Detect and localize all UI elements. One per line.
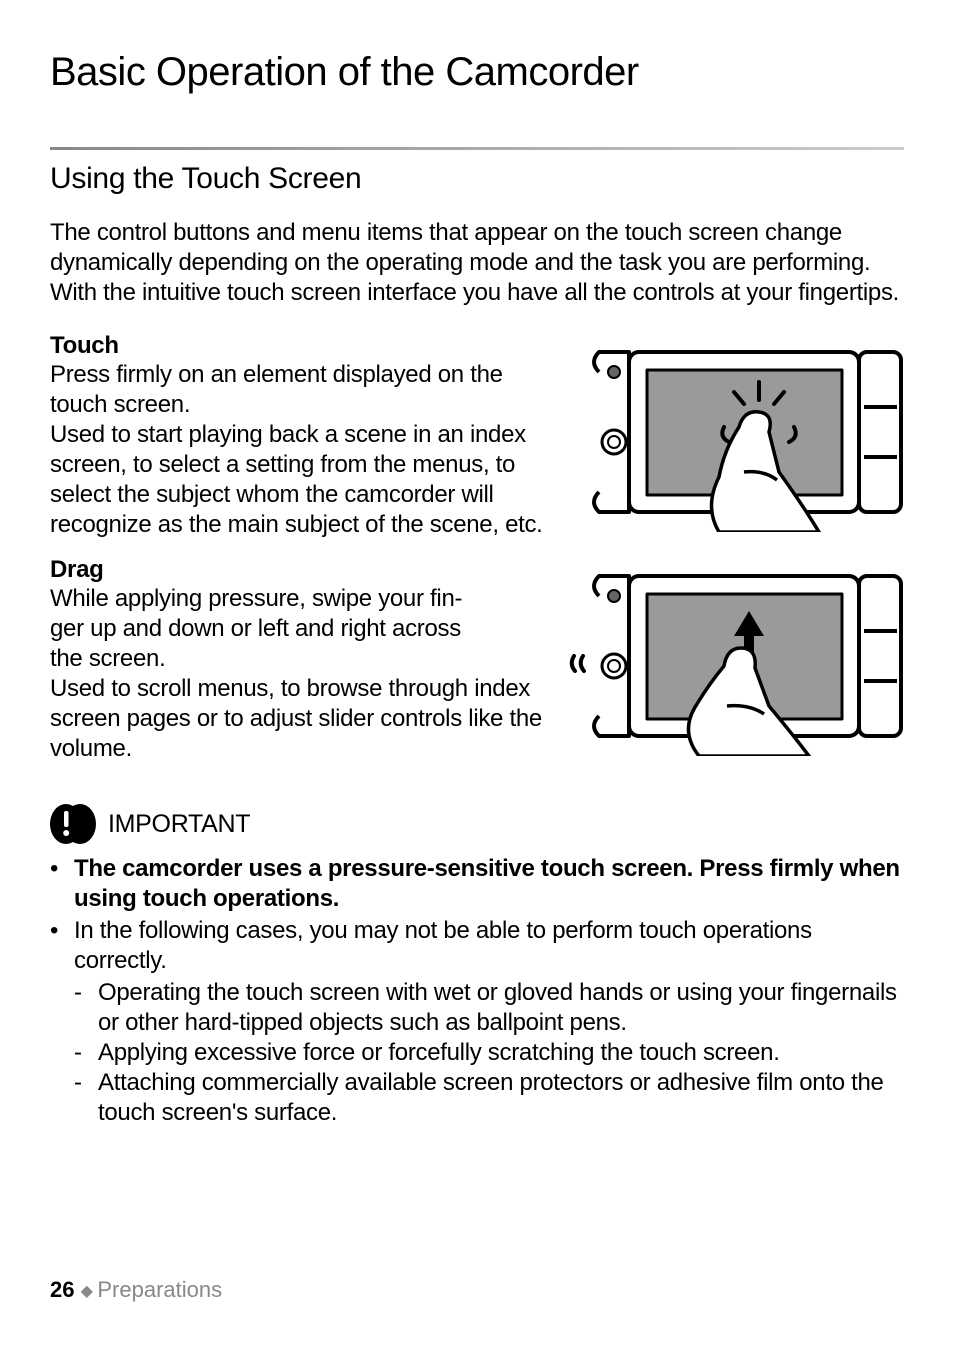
important-icon xyxy=(50,804,96,844)
touch-heading: Touch xyxy=(50,332,549,360)
drag-line1c: the screen. xyxy=(50,644,549,674)
footer-section-name: Preparations xyxy=(97,1277,222,1302)
important-sub-3: Attaching commercially available screen … xyxy=(74,1068,904,1128)
section-divider xyxy=(50,147,904,150)
drag-figure-icon xyxy=(569,556,904,756)
drag-line1: While applying pressure, swipe your fin- xyxy=(50,584,549,614)
touch-line2: Used to start playing back a scene in an… xyxy=(50,420,549,540)
touch-line1: Press firmly on an element displayed on … xyxy=(50,360,549,420)
important-label: IMPORTANT xyxy=(108,810,250,839)
drag-row: Drag While applying pressure, swipe your… xyxy=(50,556,904,764)
important-header: IMPORTANT xyxy=(50,804,904,844)
touch-illustration xyxy=(569,332,904,540)
drag-text: Drag While applying pressure, swipe your… xyxy=(50,556,549,764)
drag-illustration xyxy=(569,556,904,764)
important-item-1: The camcorder uses a pressure-sensitive … xyxy=(50,854,904,914)
drag-line1b: ger up and down or left and right across xyxy=(50,614,549,644)
intro-paragraph: The control buttons and menu items that … xyxy=(50,218,904,308)
important-list: The camcorder uses a pressure-sensitive … xyxy=(50,854,904,1128)
drag-heading: Drag xyxy=(50,556,549,584)
important-sub-1: Operating the touch screen with wet or g… xyxy=(74,978,904,1038)
important-nested-list: Operating the touch screen with wet or g… xyxy=(74,978,904,1128)
important-sub-2: Applying excessive force or forcefully s… xyxy=(74,1038,904,1068)
touch-figure-icon xyxy=(569,332,904,532)
page-title: Basic Operation of the Camcorder xyxy=(50,50,904,95)
important-block: IMPORTANT The camcorder uses a pressure-… xyxy=(50,804,904,1128)
touch-row: Touch Press firmly on an element display… xyxy=(50,332,904,540)
footer-page-number: 26 xyxy=(50,1277,74,1302)
section-title: Using the Touch Screen xyxy=(50,162,904,196)
touch-text: Touch Press firmly on an element display… xyxy=(50,332,549,540)
important-item-2: In the following cases, you may not be a… xyxy=(50,916,904,1128)
important-item-2-text: In the following cases, you may not be a… xyxy=(74,917,812,974)
footer-diamond-icon: ◆ xyxy=(81,1283,98,1300)
important-item-1-text: The camcorder uses a pressure-sensitive … xyxy=(74,855,900,912)
drag-line2: Used to scroll menus, to browse through … xyxy=(50,674,549,764)
page-footer: 26 ◆ Preparations xyxy=(50,1277,222,1303)
